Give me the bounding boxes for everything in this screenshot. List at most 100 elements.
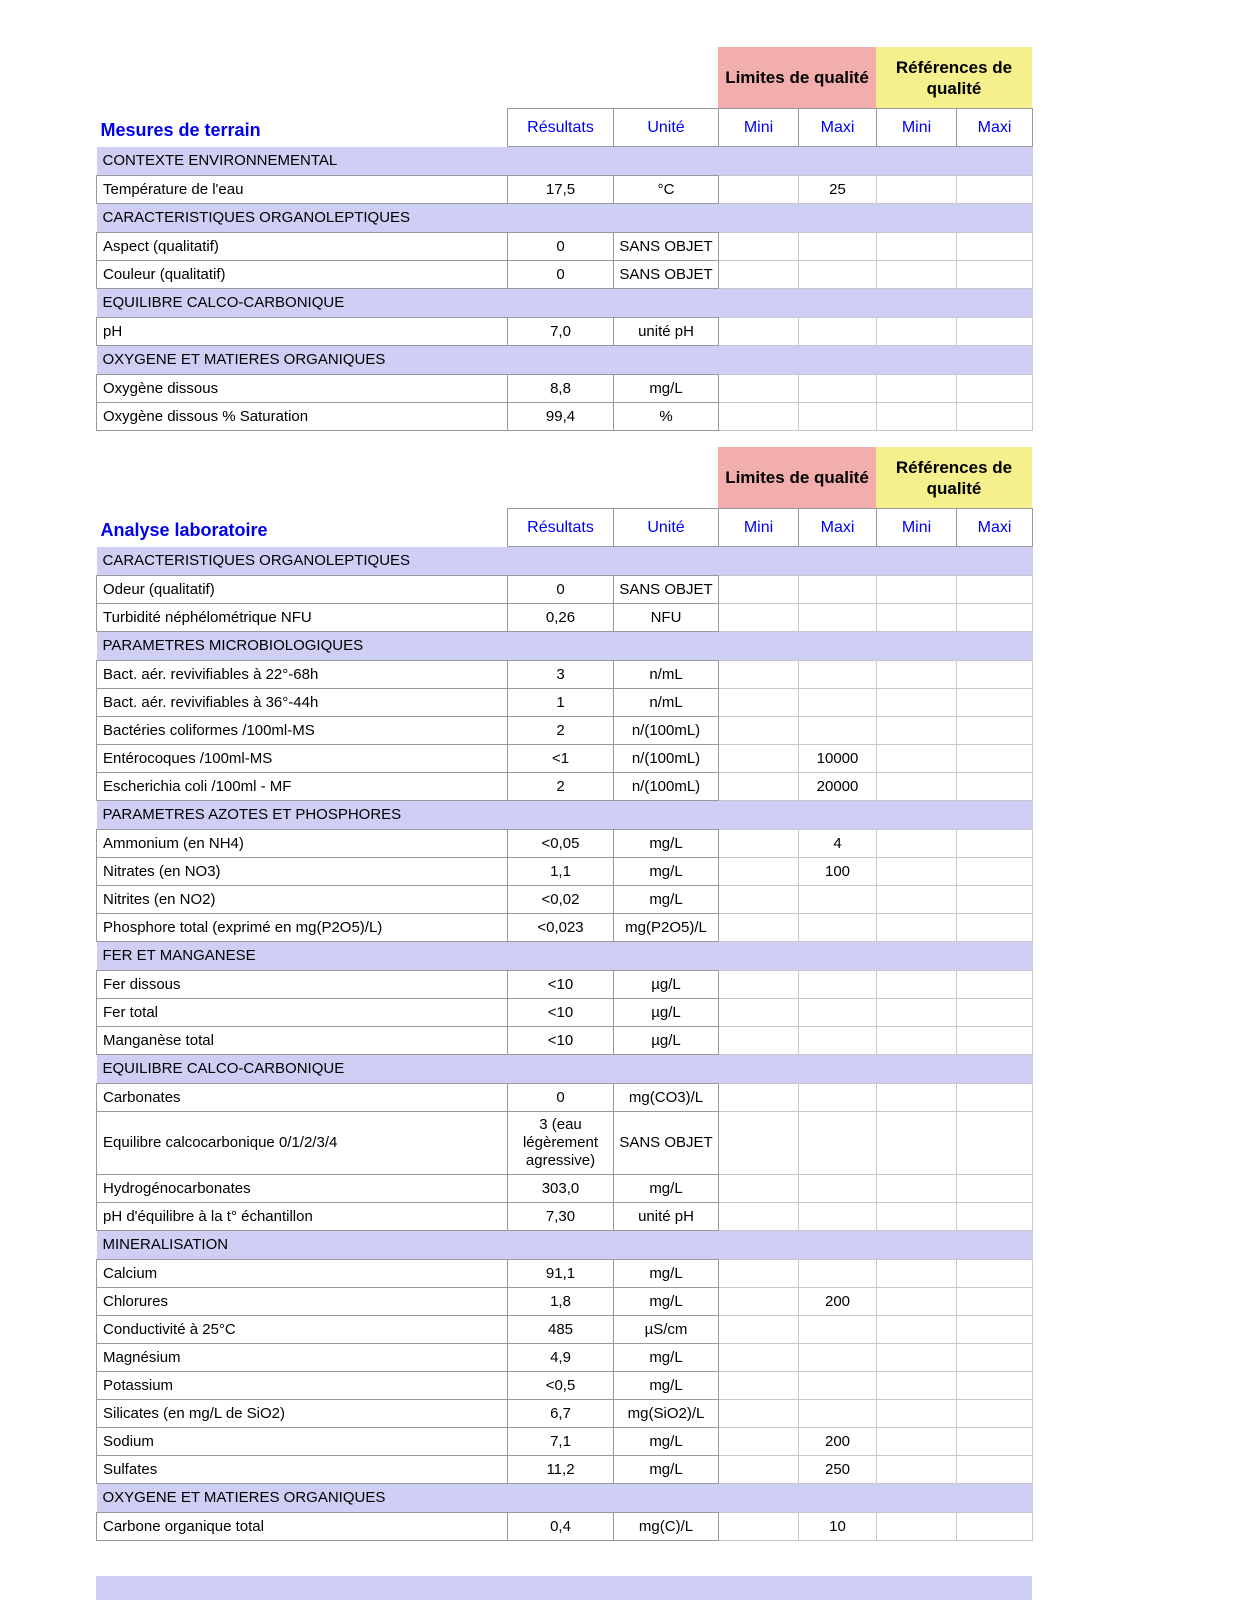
limit-mini-value <box>718 1455 799 1484</box>
parameter-label: pH d'équilibre à la t° échantillon <box>96 1202 508 1231</box>
reference-mini-value <box>876 1083 957 1112</box>
section-header-label: EQUILIBRE CALCO-CARBONIQUE <box>96 288 1033 318</box>
limit-mini-value <box>718 688 799 717</box>
table-row: Silicates (en mg/L de SiO2) 6,7 mg(SiO2)… <box>96 1399 1033 1428</box>
unit-value: µg/L <box>613 970 719 999</box>
reference-mini-value <box>876 885 957 914</box>
references-of-quality-header: Références de qualité <box>876 447 1032 508</box>
limit-mini-value <box>718 1202 799 1231</box>
table-row: Potassium <0,5 mg/L <box>96 1371 1033 1400</box>
parameter-label: Sulfates <box>96 1455 508 1484</box>
parameter-label: pH <box>96 317 508 346</box>
result-value: <0,5 <box>507 1371 614 1400</box>
result-value: 0,4 <box>507 1512 614 1541</box>
table-row: pH d'équilibre à la t° échantillon 7,30 … <box>96 1202 1033 1231</box>
reference-maxi-value <box>956 1259 1033 1288</box>
reference-mini-value <box>876 688 957 717</box>
parameter-label: Escherichia coli /100ml - MF <box>96 772 508 801</box>
reference-maxi-value <box>956 1287 1033 1316</box>
limit-maxi-value <box>798 1371 877 1400</box>
result-value: 1,1 <box>507 857 614 886</box>
section-header-label: PARAMETRES AZOTES ET PHOSPHORES <box>96 800 1033 830</box>
reference-maxi-value <box>956 1202 1033 1231</box>
result-value: <0,02 <box>507 885 614 914</box>
section-header-label: CONTEXTE ENVIRONNEMENTAL <box>96 146 1033 176</box>
reference-maxi-value <box>956 1371 1033 1400</box>
result-value: 0 <box>507 232 614 261</box>
unit-value: mg/L <box>613 1427 719 1456</box>
table-row: Entérocoques /100ml-MS <1 n/(100mL) 1000… <box>96 744 1033 773</box>
result-value: 17,5 <box>507 175 614 204</box>
col-reference-maxi: Maxi <box>956 508 1033 547</box>
table-row: Manganèse total <10 µg/L <box>96 1026 1033 1055</box>
limit-mini-value <box>718 175 799 204</box>
limit-maxi-value <box>798 913 877 942</box>
result-value: 0,26 <box>507 603 614 632</box>
limit-mini-value <box>718 1399 799 1428</box>
parameter-label: Nitrates (en NO3) <box>96 857 508 886</box>
limit-mini-value <box>718 970 799 999</box>
table-row: Calcium 91,1 mg/L <box>96 1259 1033 1288</box>
truncated-section-header-strip <box>96 1576 1032 1600</box>
reference-mini-value <box>876 402 957 431</box>
table-row: Oxygène dissous 8,8 mg/L <box>96 374 1033 403</box>
reference-mini-value <box>876 1512 957 1541</box>
reference-mini-value <box>876 1371 957 1400</box>
reference-maxi-value <box>956 603 1033 632</box>
reference-mini-value <box>876 175 957 204</box>
parameter-label: Carbone organique total <box>96 1512 508 1541</box>
quality-banner: Limites de qualité Références de qualité <box>96 447 1032 508</box>
unit-value: unité pH <box>613 1202 719 1231</box>
reference-maxi-value <box>956 998 1033 1027</box>
table-title: Mesures de terrain <box>96 108 508 147</box>
reference-maxi-value <box>956 1174 1033 1203</box>
limit-maxi-value <box>798 402 877 431</box>
col-resultats: Résultats <box>507 108 614 147</box>
parameter-label: Oxygène dissous <box>96 374 508 403</box>
limit-mini-value <box>718 1111 799 1175</box>
unit-value: % <box>613 402 719 431</box>
unit-value: SANS OBJET <box>613 575 719 604</box>
result-value: <10 <box>507 998 614 1027</box>
limit-mini-value <box>718 1026 799 1055</box>
limit-mini-value <box>718 1174 799 1203</box>
parameter-label: Magnésium <box>96 1343 508 1372</box>
parameter-label: Couleur (qualitatif) <box>96 260 508 289</box>
reference-mini-value <box>876 998 957 1027</box>
limit-maxi-value: 200 <box>798 1287 877 1316</box>
reference-maxi-value <box>956 688 1033 717</box>
section-header-label: OXYGENE ET MATIERES ORGANIQUES <box>96 1483 1033 1513</box>
parameter-label: Oxygène dissous % Saturation <box>96 402 508 431</box>
reference-maxi-value <box>956 857 1033 886</box>
banner-spacer <box>96 47 718 108</box>
result-value: 11,2 <box>507 1455 614 1484</box>
table-row: Couleur (qualitatif) 0 SANS OBJET <box>96 260 1033 289</box>
col-limit-maxi: Maxi <box>798 508 877 547</box>
unit-value: mg(CO3)/L <box>613 1083 719 1112</box>
reference-mini-value <box>876 317 957 346</box>
reference-mini-value <box>876 970 957 999</box>
banner-spacer <box>96 447 718 508</box>
result-value: 3 (eau légèrement agressive) <box>507 1111 614 1175</box>
result-value: 0 <box>507 1083 614 1112</box>
limit-maxi-value <box>798 1111 877 1175</box>
limit-maxi-value: 10 <box>798 1512 877 1541</box>
section-header-label: OXYGENE ET MATIERES ORGANIQUES <box>96 345 1033 375</box>
reference-maxi-value <box>956 1315 1033 1344</box>
reference-maxi-value <box>956 374 1033 403</box>
reference-mini-value <box>876 374 957 403</box>
limit-mini-value <box>718 1343 799 1372</box>
parameter-label: Nitrites (en NO2) <box>96 885 508 914</box>
parameter-label: Bact. aér. revivifiables à 36°-44h <box>96 688 508 717</box>
reference-maxi-value <box>956 1455 1033 1484</box>
section-header-row: CONTEXTE ENVIRONNEMENTAL <box>96 146 1033 176</box>
reference-maxi-value <box>956 660 1033 689</box>
limit-maxi-value <box>798 885 877 914</box>
parameter-label: Sodium <box>96 1427 508 1456</box>
limit-mini-value <box>718 260 799 289</box>
limit-mini-value <box>718 716 799 745</box>
field-measurements-rows: CONTEXTE ENVIRONNEMENTAL Température de … <box>96 146 1033 431</box>
col-unite: Unité <box>613 108 719 147</box>
limit-mini-value <box>718 913 799 942</box>
